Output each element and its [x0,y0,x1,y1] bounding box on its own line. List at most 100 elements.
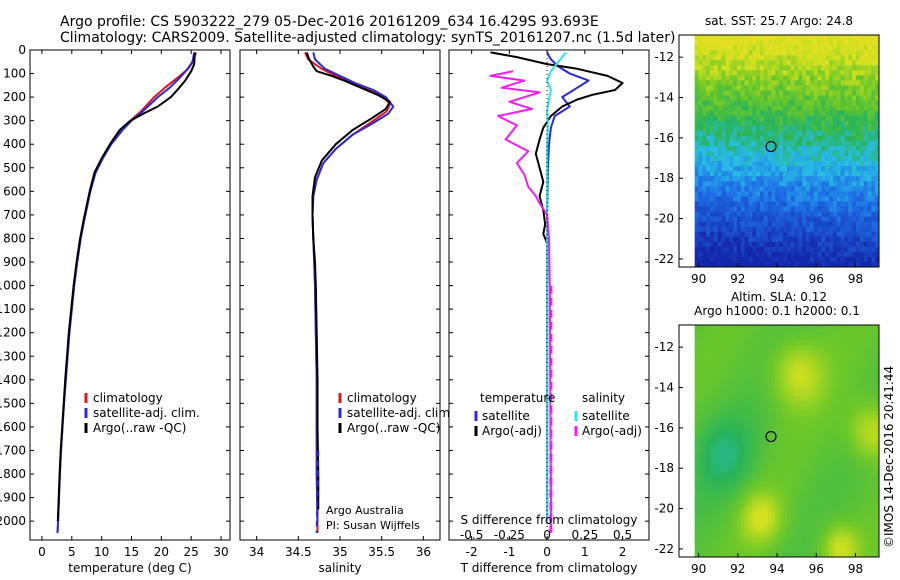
heatmap-cell [756,385,761,391]
heatmap-cell [855,375,861,381]
heatmap-cell [867,420,872,427]
heatmap-cell [836,246,841,253]
heatmap-cell [702,355,707,361]
heatmap-cell [775,380,780,386]
heatmap-cell [840,335,845,341]
heatmap-cell [859,486,865,492]
heatmap-cell [840,430,845,437]
heatmap-cell [767,246,772,253]
heatmap-cell [740,35,745,41]
heatmap-cell [802,105,807,112]
heatmap-cell [790,345,795,351]
heatmap-cell [821,340,826,346]
heatmap-cell [783,541,788,548]
heatmap-cell [790,481,795,487]
heatmap-cell [729,375,734,381]
heatmap-cell [763,511,769,518]
heatmap-cell [702,446,707,452]
heatmap-cell [832,221,838,228]
heatmap-cell [713,231,719,238]
heatmap-cell [817,80,822,86]
heatmap-cell [771,405,776,412]
heatmap-cell [748,541,753,548]
heatmap-cell [779,95,784,101]
heatmap-cell [855,471,861,477]
heatmap-cell [763,201,769,207]
heatmap-cell [867,65,872,71]
heatmap-cell [756,521,761,528]
heatmap-cell [786,216,792,223]
heatmap-cell [710,501,715,507]
heatmap-cell [733,161,738,167]
heatmap-cell [809,496,815,502]
heatmap-cell [775,375,780,381]
heatmap-cell [875,405,880,412]
x-tick-label: 98 [848,562,863,576]
heatmap-cell [710,521,715,528]
heatmap-cell [702,546,707,553]
heatmap-cell [867,350,872,356]
heatmap-cell [848,161,853,167]
heatmap-cell [771,521,776,528]
y-tick-label: 0 [18,43,26,57]
heatmap-cell [710,375,715,381]
heatmap-cell [729,85,734,91]
heatmap-cell [771,251,776,258]
heatmap-cell [809,360,815,366]
heatmap-cell [775,211,780,217]
y-tick-label: -18 [654,461,674,475]
heatmap-cell [817,430,822,437]
heatmap-cell [767,395,772,402]
heatmap-cell [736,491,742,497]
heatmap-cell [694,231,699,238]
heatmap-cell [706,176,711,182]
heatmap-cell [752,365,757,371]
heatmap-cell [710,506,715,513]
heatmap-cell [840,206,845,212]
heatmap-cell [725,40,730,46]
heatmap-cell [844,125,849,132]
heatmap-cell [840,551,845,558]
heatmap-cell [848,435,853,442]
heatmap-cell [786,521,792,528]
heatmap-cell [763,476,769,482]
heatmap-cell [809,50,815,56]
heatmap-cell [809,251,815,258]
heatmap-cell [717,135,722,142]
heatmap-cell [813,206,818,212]
heatmap-cell [698,241,703,248]
heatmap-cell [748,335,753,341]
heatmap-cell [733,156,738,162]
heatmap-cell [729,60,734,66]
heatmap-cell [836,526,841,533]
heatmap-cell [733,145,738,152]
heatmap-cell [821,221,826,228]
heatmap-cell [733,536,738,543]
figure-title-line2: Climatology: CARS2009. Satellite-adjuste… [60,30,675,46]
heatmap-cell [694,156,699,162]
heatmap-cell [794,231,799,238]
heatmap-cell [813,95,818,101]
heatmap-cell [779,231,784,238]
heatmap-cell [802,45,807,51]
heatmap-cell [825,211,830,217]
heatmap-cell [756,531,761,538]
heatmap-cell [710,461,715,467]
heatmap-cell [698,481,703,487]
heatmap-cell [736,486,742,492]
heatmap-cell [771,145,776,152]
heatmap-cell [740,390,745,397]
heatmap-cell [713,420,719,427]
heatmap-cell [752,35,757,41]
heatmap-cell [783,120,788,127]
heatmap-cell [798,55,803,61]
heatmap-cell [871,140,876,147]
heatmap-cell [763,256,769,263]
heatmap-cell [710,536,715,543]
heatmap-cell [871,456,876,462]
heatmap-cell [832,461,838,467]
heatmap-cell [756,206,761,212]
heatmap-cell [809,501,815,507]
heatmap-cell [763,45,769,51]
heatmap-cell [733,430,738,437]
